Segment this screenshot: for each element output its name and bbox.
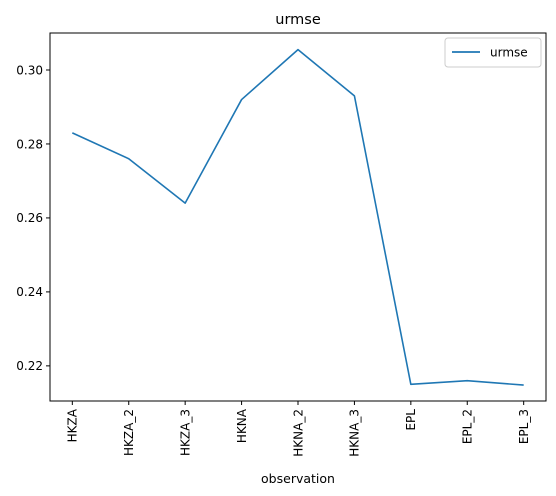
y-tick-label: 0.30 [16,63,43,77]
y-tick-label: 0.22 [16,359,43,373]
x-tick-label: EPL_2 [461,409,475,444]
x-axis-label: observation [261,471,335,486]
y-axis: 0.22 0.24 0.26 0.28 0.30 [16,63,50,373]
x-tick-label: HKNA_3 [348,409,362,457]
x-tick-label: HKZA [66,408,80,442]
legend: urmse [444,37,542,68]
x-tick-label: HKZA_3 [178,409,192,456]
chart-title: urmse [275,12,321,28]
legend-label-urmse: urmse [490,46,528,60]
y-tick-label: 0.24 [16,285,43,299]
legend-box [444,37,542,68]
x-axis: HKZA HKZA_2 HKZA_3 HKNA HKNA_2 HKNA_3 EPL EPL_2… [66,401,531,457]
y-tick-label: 0.28 [16,137,43,151]
x-tick-label: HKZA_2 [122,409,136,456]
x-tick-label: HKNA [235,408,249,443]
x-tick-label: HKNA_2 [291,409,305,457]
x-tick-label: EPL [404,409,418,431]
x-tick-label: EPL_3 [517,409,531,444]
y-tick-label: 0.26 [16,211,43,225]
